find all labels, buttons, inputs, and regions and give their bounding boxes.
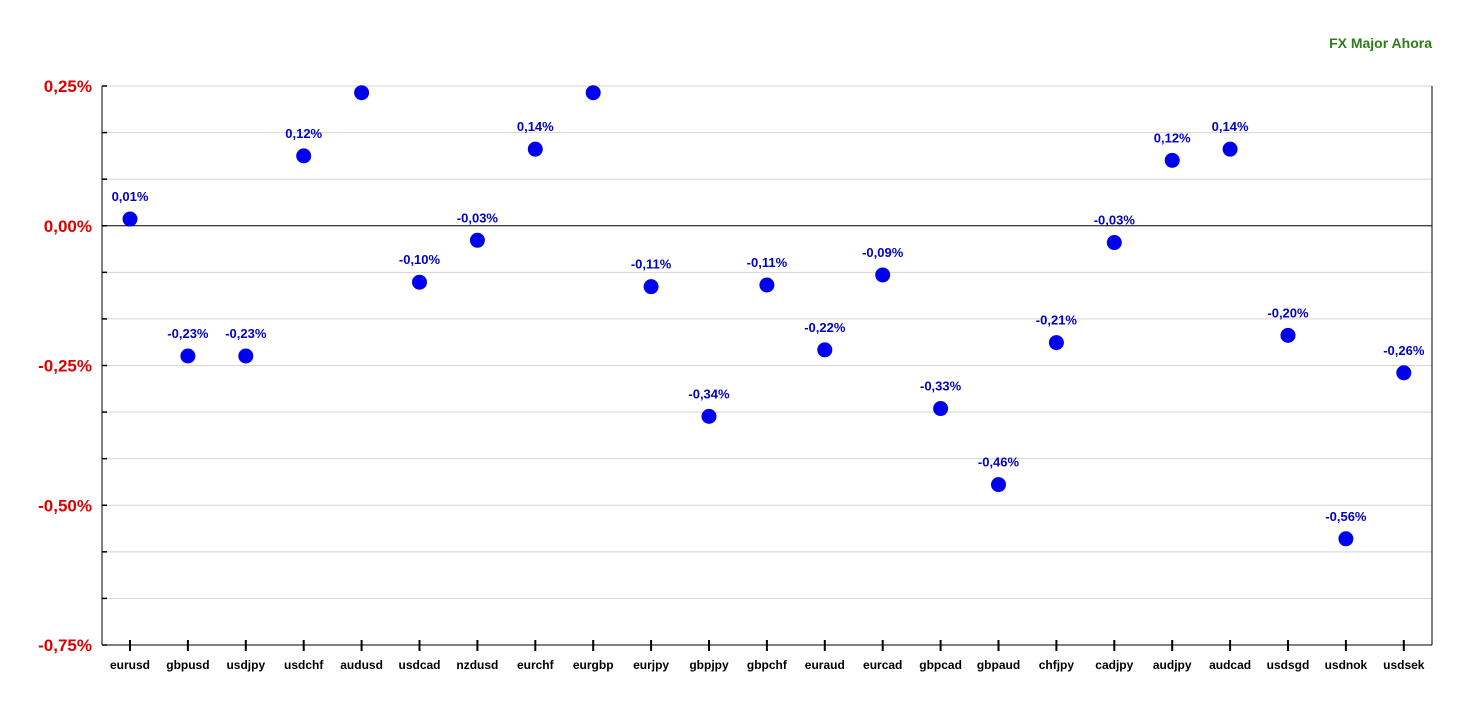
x-tick-label-audcad: audcad	[1209, 658, 1251, 672]
x-tick-label-gbpcad: gbpcad	[919, 658, 962, 672]
data-label-usdjpy: -0,23%	[225, 326, 267, 341]
x-tick-label-eurcad: eurcad	[863, 658, 902, 672]
data-point-gbpaud	[991, 477, 1006, 493]
data-label-eurcad: -0,09%	[862, 245, 904, 260]
data-label-eurchf: 0,14%	[517, 119, 554, 134]
x-tick-label-nzdusd: nzdusd	[456, 658, 498, 672]
data-label-nzdusd: -0,03%	[457, 210, 499, 225]
data-label-usdchf: 0,12%	[285, 126, 322, 141]
x-tick-label-gbpusd: gbpusd	[166, 658, 209, 672]
x-tick-label-gbpjpy: gbpjpy	[689, 658, 729, 672]
data-label-euraud: -0,22%	[804, 320, 846, 335]
data-point-usdcad	[412, 274, 427, 290]
x-tick-label-audjpy: audjpy	[1153, 658, 1192, 672]
y-tick-label: -0,50%	[38, 496, 92, 515]
x-tick-label-audusd: audusd	[340, 658, 383, 672]
x-axis-ticks: eurusd gbpusd usdjpy usdchf audusd usdcad nzdu…	[110, 640, 1425, 672]
data-point-chfjpy	[1048, 335, 1064, 351]
y-axis-ticks: 0,25% 0,00% -0,25% -0,50% -0,75%	[38, 77, 92, 655]
data-label-gbpusd: -0,23%	[167, 326, 209, 341]
data-label-gbpjpy: -0,34%	[688, 386, 730, 401]
data-label-gbpchf: -0,11%	[747, 255, 788, 270]
data-label-eurusd: 0,01%	[112, 189, 149, 204]
data-point-gbpcad	[933, 401, 949, 417]
data-point-eurchf	[527, 141, 543, 157]
data-label-cadjpy: -0,03%	[1094, 213, 1136, 228]
x-tick-label-usdsgd: usdsgd	[1267, 658, 1310, 672]
data-point-eurjpy	[643, 279, 659, 295]
data-point-eurcad	[875, 267, 891, 283]
x-tick-label-eurchf: eurchf	[517, 658, 555, 672]
data-point-audcad	[1222, 141, 1238, 157]
data-point-eurusd	[122, 211, 138, 227]
data-point-cadjpy	[1106, 235, 1122, 251]
data-labels: 0,01% -0,23% -0,23% 0,12% -0,10% -0,03% 0,14% -…	[112, 119, 1425, 524]
data-point-eurgbp	[585, 85, 601, 101]
x-tick-label-usdsek: usdsek	[1383, 658, 1425, 672]
x-tick-label-chfjpy: chfjpy	[1039, 658, 1075, 672]
y-tick-label: -0,75%	[38, 636, 92, 655]
data-point-gbpchf	[759, 277, 775, 293]
data-point-usdnok	[1338, 531, 1354, 547]
data-label-eurjpy: -0,11%	[631, 257, 672, 272]
data-point-usdsek	[1396, 365, 1412, 381]
data-point-audusd	[354, 85, 370, 101]
x-tick-label-usdnok: usdnok	[1325, 658, 1368, 672]
x-tick-label-eurgbp: eurgbp	[573, 658, 614, 672]
data-point-gbpusd	[180, 348, 196, 364]
data-point-audjpy	[1164, 152, 1180, 168]
data-label-audcad: 0,14%	[1212, 119, 1249, 134]
x-tick-label-gbpaud: gbpaud	[977, 658, 1020, 672]
chart-title: FX Major Ahora	[1329, 35, 1432, 51]
data-point-usdchf	[296, 148, 312, 164]
x-tick-label-usdjpy: usdjpy	[226, 658, 265, 672]
data-point-gbpjpy	[701, 408, 717, 424]
x-tick-label-usdcad: usdcad	[398, 658, 440, 672]
x-tick-label-usdchf: usdchf	[284, 658, 324, 672]
data-label-audjpy: 0,12%	[1154, 130, 1191, 145]
data-point-euraud	[817, 342, 833, 358]
data-point-usdjpy	[238, 348, 254, 364]
x-tick-label-euraud: euraud	[805, 658, 845, 672]
data-label-usdcad: -0,10%	[399, 252, 441, 267]
data-label-gbpcad: -0,33%	[920, 379, 962, 394]
grid-layer	[102, 85, 1432, 646]
data-label-chfjpy: -0,21%	[1036, 313, 1078, 328]
data-label-usdsgd: -0,20%	[1267, 305, 1309, 320]
x-tick-label-eurusd: eurusd	[110, 658, 150, 672]
data-label-usdsek: -0,26%	[1383, 343, 1425, 358]
y-tick-label: -0,25%	[38, 357, 92, 376]
x-tick-label-eurjpy: eurjpy	[633, 658, 669, 672]
data-point-usdsgd	[1280, 327, 1296, 343]
x-tick-label-gbpchf: gbpchf	[747, 658, 788, 672]
data-label-usdnok: -0,56%	[1325, 509, 1367, 524]
data-point-nzdusd	[469, 232, 485, 248]
y-tick-label: 0,25%	[44, 77, 92, 96]
x-tick-label-cadjpy: cadjpy	[1095, 658, 1133, 672]
y-tick-label: 0,00%	[44, 217, 92, 236]
data-points	[122, 85, 1412, 547]
data-label-gbpaud: -0,46%	[978, 455, 1020, 470]
